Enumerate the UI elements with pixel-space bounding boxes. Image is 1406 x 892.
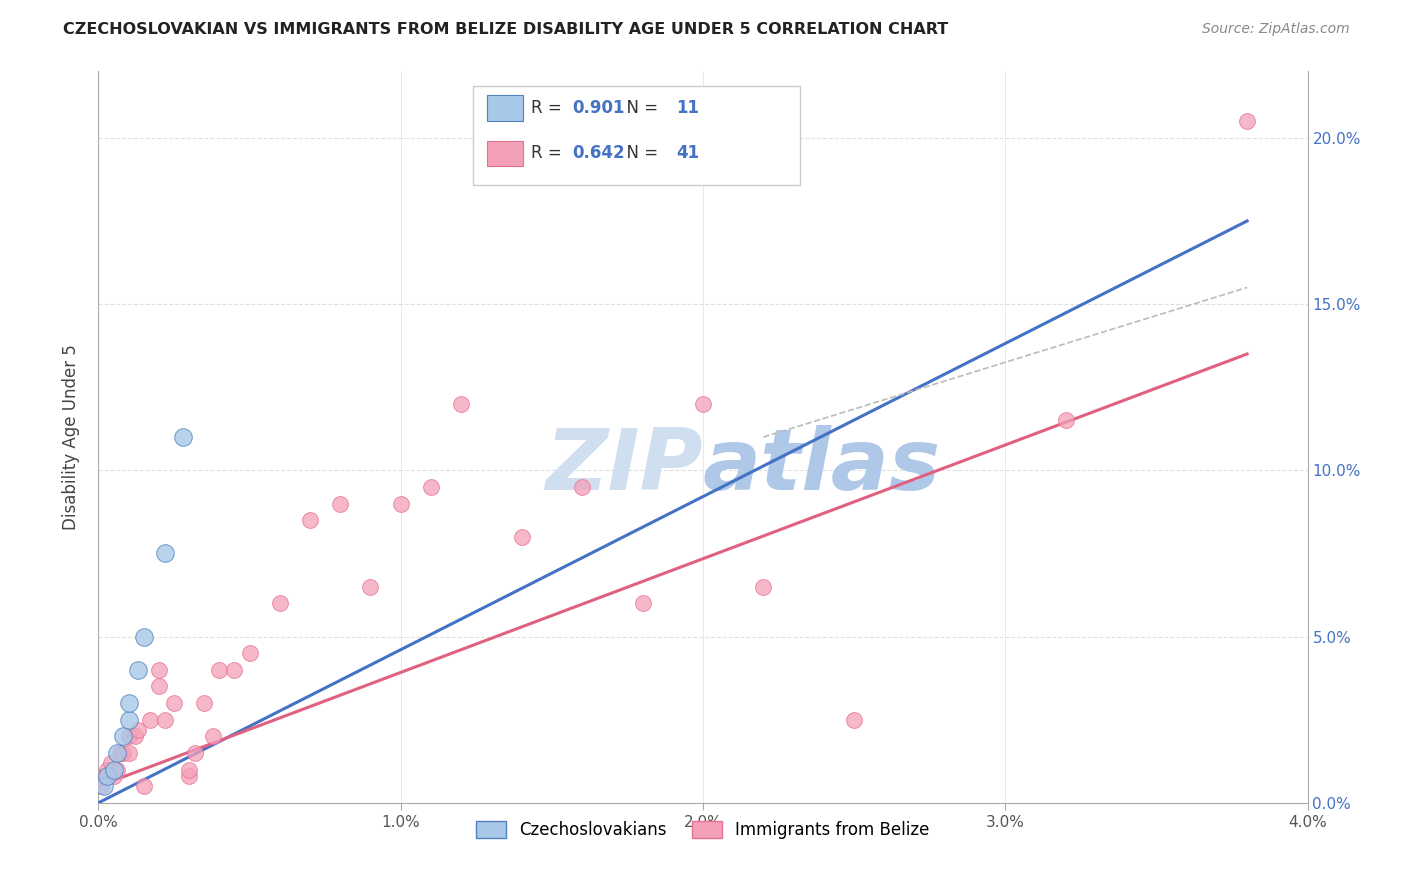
Point	[93, 769, 115, 783]
Point	[631, 596, 654, 610]
Point	[752, 580, 775, 594]
Point	[100, 756, 122, 770]
Point	[179, 769, 201, 783]
Text: 11: 11	[676, 99, 699, 117]
Point	[420, 480, 443, 494]
Point	[193, 696, 215, 710]
Point	[127, 663, 149, 677]
Point	[90, 779, 112, 793]
Point	[103, 763, 125, 777]
Point	[208, 663, 231, 677]
Text: N =: N =	[616, 145, 664, 162]
Point	[108, 746, 131, 760]
Point	[172, 430, 194, 444]
Point	[118, 696, 141, 710]
Y-axis label: Disability Age Under 5: Disability Age Under 5	[62, 344, 80, 530]
Point	[127, 723, 149, 737]
Text: N =: N =	[616, 99, 664, 117]
Point	[360, 580, 382, 594]
FancyBboxPatch shape	[486, 95, 523, 121]
Point	[1236, 114, 1258, 128]
Point	[202, 729, 225, 743]
Text: R =: R =	[531, 145, 567, 162]
Point	[844, 713, 866, 727]
Point	[692, 397, 714, 411]
Point	[571, 480, 593, 494]
Point	[153, 546, 176, 560]
Point	[269, 596, 291, 610]
Point	[105, 746, 128, 760]
Point	[510, 530, 533, 544]
Point	[1054, 413, 1077, 427]
Point	[148, 680, 170, 694]
Point	[96, 763, 118, 777]
Text: CZECHOSLOVAKIAN VS IMMIGRANTS FROM BELIZE DISABILITY AGE UNDER 5 CORRELATION CHA: CZECHOSLOVAKIAN VS IMMIGRANTS FROM BELIZ…	[63, 22, 949, 37]
Point	[132, 779, 155, 793]
Point	[389, 497, 412, 511]
Text: R =: R =	[531, 99, 567, 117]
Point	[224, 663, 246, 677]
Point	[118, 729, 141, 743]
Point	[329, 497, 352, 511]
Legend: Czechoslovakians, Immigrants from Belize: Czechoslovakians, Immigrants from Belize	[470, 814, 936, 846]
Point	[153, 713, 176, 727]
Point	[96, 769, 118, 783]
Point	[111, 729, 134, 743]
Point	[132, 630, 155, 644]
Text: 0.642: 0.642	[572, 145, 626, 162]
Point	[163, 696, 186, 710]
Point	[118, 713, 141, 727]
Point	[184, 746, 207, 760]
Point	[239, 646, 262, 660]
Point	[299, 513, 322, 527]
FancyBboxPatch shape	[474, 86, 800, 185]
Point	[148, 663, 170, 677]
Point	[179, 763, 201, 777]
Text: ZIP: ZIP	[546, 425, 703, 508]
Point	[118, 746, 141, 760]
Point	[103, 769, 125, 783]
Point	[124, 729, 146, 743]
Point	[450, 397, 472, 411]
Text: 41: 41	[676, 145, 700, 162]
Point	[93, 779, 115, 793]
Point	[139, 713, 162, 727]
Text: 0.901: 0.901	[572, 99, 624, 117]
Text: atlas: atlas	[703, 425, 941, 508]
Point	[105, 763, 128, 777]
FancyBboxPatch shape	[486, 141, 523, 167]
Point	[111, 746, 134, 760]
Text: Source: ZipAtlas.com: Source: ZipAtlas.com	[1202, 22, 1350, 37]
